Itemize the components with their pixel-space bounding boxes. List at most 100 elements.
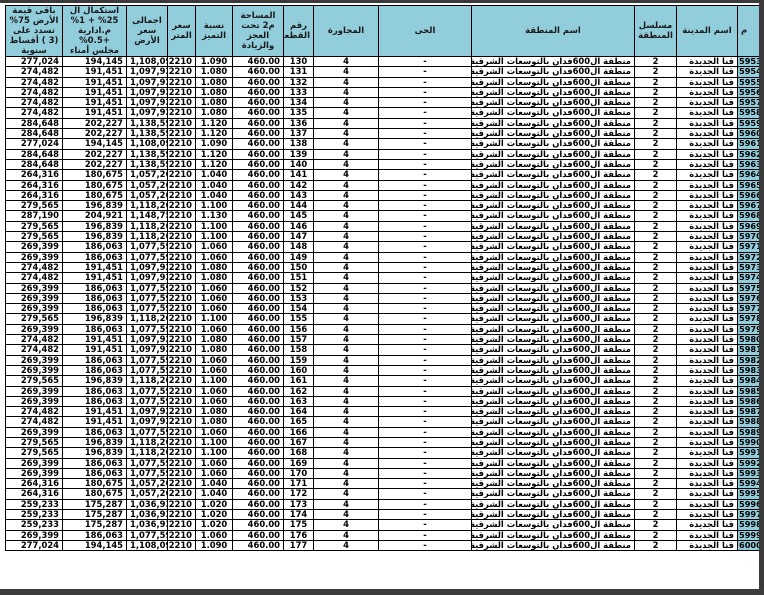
cell-meter-price: 2210 [167,385,196,397]
cell-neighborhood: 4 [313,436,379,449]
cell-neighborhood: 4 [313,169,379,181]
cell-meter-price: 2210 [167,117,196,130]
cell-premium-ratio: 1.060 [195,292,233,305]
cell-plot-no: 143 [283,189,314,202]
cell-area: 460.00 [232,282,284,294]
cell-zone-serial: 2 [634,272,677,284]
cell-neighborhood: 4 [313,210,379,222]
cell-total-price: 1,138,592 [126,148,168,160]
cell-remaining: 274,482 [5,416,63,428]
cell-plot-no: 164 [283,406,314,418]
cell-down-payment: 191,451 [62,344,127,356]
cell-meter-price: 2210 [167,261,196,274]
cell-meter-price: 2210 [167,395,196,408]
cell-total-price: 1,148,758 [126,210,168,222]
cell-zone-name: منطقة ال600فدان بالتوسعات الشرقية مجاورة… [471,76,635,88]
cell-remaining: 284,648 [5,128,63,140]
cell-m: 5989 [737,426,760,438]
cell-total-price: 1,138,592 [126,117,168,130]
cell-area: 460.00 [232,128,284,140]
cell-m: 5978 [737,313,760,325]
cell-zone-name: منطقة ال600فدان بالتوسعات الشرقية مجاورة… [471,539,635,552]
cell-plot-no: 161 [283,375,314,387]
cell-meter-price: 2210 [167,467,196,480]
cell-zone-name: منطقة ال600فدان بالتوسعات الشرقية مجاورة… [471,529,635,541]
cell-total-price: 1,097,928 [126,76,168,88]
cell-neighborhood: 4 [313,509,379,521]
cell-zone-serial: 2 [634,303,677,315]
header-meter-price: سعر المتر [167,5,196,57]
cell-meter-price: 2210 [167,488,196,500]
cell-zone-serial: 2 [634,364,677,377]
cell-city: قنا الجديدة [676,220,738,233]
cell-zone-name: منطقة ال600فدان بالتوسعات الشرقية مجاورة… [471,519,635,531]
cell-meter-price: 2210 [167,436,196,449]
cell-total-price: 1,057,264 [126,189,168,202]
cell-area: 460.00 [232,189,284,202]
cell-total-price: 1,097,928 [126,344,168,356]
cell-zone-serial: 2 [634,395,677,408]
cell-m: 5995 [737,488,760,500]
cell-premium-ratio: 1.100 [195,375,233,387]
cell-city: قنا الجديدة [676,158,738,171]
cell-zone-serial: 2 [634,354,677,366]
cell-down-payment: 196,839 [62,200,127,212]
cell-zone-name: منطقة ال600فدان بالتوسعات الشرقية مجاورة… [471,344,635,356]
cell-city: قنا الجديدة [676,210,738,222]
cell-total-price: 1,077,596 [126,426,168,438]
cell-total-price: 1,097,928 [126,406,168,418]
cell-meter-price: 2210 [167,220,196,233]
cell-remaining: 277,024 [5,138,63,150]
cell-neighborhood: 4 [313,128,379,140]
cell-neighborhood: 4 [313,251,379,263]
cell-city: قنا الجديدة [676,509,738,521]
cell-down-payment: 204,921 [62,210,127,222]
cell-city: قنا الجديدة [676,519,738,531]
cell-remaining: 269,399 [5,241,63,253]
cell-area: 460.00 [232,97,284,109]
header-total-price: اجمالى سعر الأرض [126,5,168,57]
cell-city: قنا الجديدة [676,406,738,418]
cell-down-payment: 202,227 [62,148,127,160]
cell-area: 460.00 [232,406,284,418]
cell-remaining: 284,648 [5,158,63,171]
cell-zone-name: منطقة ال600فدان بالتوسعات الشرقية مجاورة… [471,117,635,130]
window-top-border [0,0,764,3]
cell-city: قنا الجديدة [676,488,738,500]
cell-zone-serial: 2 [634,138,677,150]
cell-city: قنا الجديدة [676,313,738,325]
cell-zone-name: منطقة ال600فدان بالتوسعات الشرقية مجاورة… [471,509,635,521]
cell-area: 460.00 [232,529,284,541]
cell-city: قنا الجديدة [676,436,738,449]
cell-m: 5960 [737,128,760,140]
cell-meter-price: 2210 [167,344,196,356]
cell-area: 460.00 [232,457,284,469]
cell-city: قنا الجديدة [676,86,738,99]
cell-total-price: 1,077,596 [126,457,168,469]
cell-down-payment: 186,063 [62,282,127,294]
cell-zone-serial: 2 [634,117,677,130]
cell-area: 460.00 [232,220,284,233]
cell-remaining: 269,399 [5,282,63,294]
cell-zone-name: منطقة ال600فدان بالتوسعات الشرقية مجاورة… [471,241,635,253]
cell-remaining: 269,399 [5,467,63,480]
cell-area: 460.00 [232,498,284,511]
cell-neighborhood: 4 [313,313,379,325]
cell-plot-no: 158 [283,344,314,356]
cell-remaining: 269,399 [5,303,63,315]
cell-plot-no: 160 [283,364,314,377]
cell-neighborhood: 4 [313,179,379,191]
cell-m: 5959 [737,117,760,130]
cell-city: قنا الجديدة [676,539,738,552]
cell-remaining: 274,482 [5,406,63,418]
cell-district: - [378,539,472,552]
cell-zone-name: منطقة ال600فدان بالتوسعات الشرقية مجاورة… [471,261,635,274]
cell-meter-price: 2210 [167,313,196,325]
cell-neighborhood: 4 [313,467,379,480]
cell-m: 5997 [737,509,760,521]
